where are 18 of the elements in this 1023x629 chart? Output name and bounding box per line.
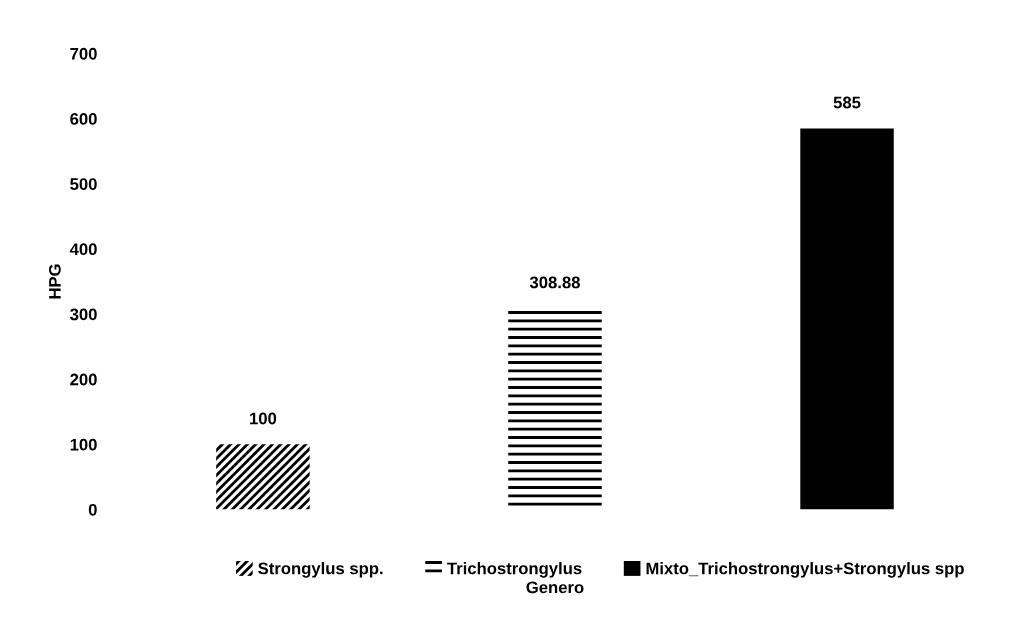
y-tick-label: 200 xyxy=(70,373,97,386)
y-tick-label: 100 xyxy=(70,438,97,451)
x-axis-title: Genero xyxy=(526,581,584,594)
y-tick-label: 300 xyxy=(70,308,97,321)
data-label: 308.88 xyxy=(529,276,580,289)
bar xyxy=(800,128,894,510)
y-tick-label: 700 xyxy=(70,47,97,60)
y-tick-label: 0 xyxy=(88,503,97,516)
data-label: 585 xyxy=(833,96,861,109)
x-tick-label: Mixto_Trichostrongylus+Strongylus spp xyxy=(646,562,964,578)
y-tick-label: 500 xyxy=(70,178,97,190)
bar xyxy=(216,444,310,510)
data-label: 100 xyxy=(250,412,277,425)
x-tick-label: Strongylus spp. xyxy=(258,562,383,578)
y-tick-label: 400 xyxy=(69,243,97,256)
y-tick-label: 600 xyxy=(70,113,97,125)
y-axis-title: HPG xyxy=(48,264,61,299)
x-tick-label: Trichostrongylus xyxy=(447,562,582,578)
